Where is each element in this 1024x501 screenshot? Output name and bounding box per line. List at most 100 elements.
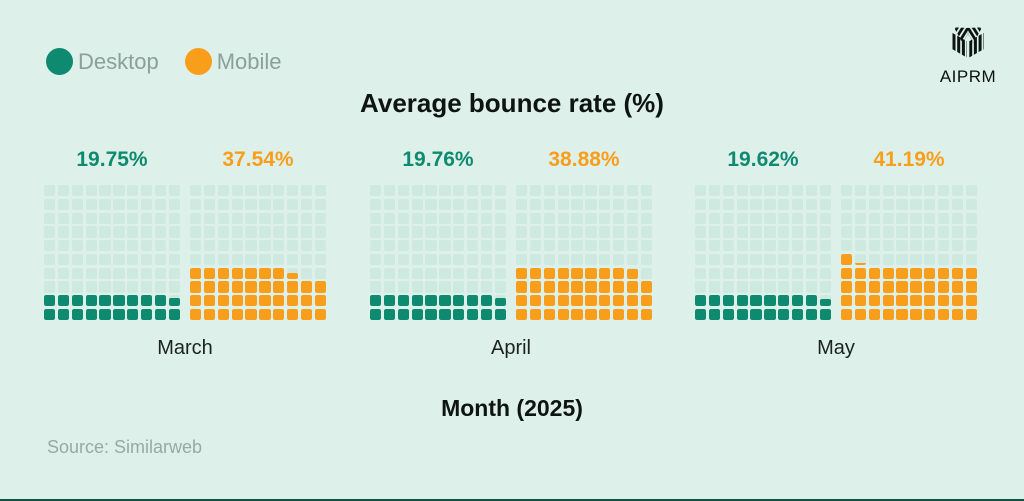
value-label-desktop: 19.75% (76, 148, 148, 171)
waffle-cell-fill (882, 281, 894, 293)
desktop-dot-icon (46, 48, 73, 75)
waffle-cell (85, 240, 97, 252)
waffle-cell (854, 308, 867, 320)
waffle-cell (286, 240, 299, 252)
waffle-cell (778, 253, 790, 265)
waffle-cell (231, 281, 243, 293)
waffle-cell (868, 198, 881, 210)
waffle-cell (910, 226, 922, 238)
waffle-cell (411, 253, 423, 265)
waffle-cell (585, 295, 597, 307)
waffle-cell (736, 198, 748, 210)
waffle-cell (543, 198, 556, 210)
waffle-cell (245, 308, 257, 320)
waffle-cell-fill (612, 267, 625, 279)
waffle-cell-fill (626, 308, 639, 320)
waffle-cell (259, 240, 271, 252)
waffle-cell-fill (203, 267, 216, 279)
waffle-cell (951, 185, 964, 197)
waffle-cell (286, 253, 299, 265)
waffle-cell-fill (585, 267, 597, 279)
waffle-cell-fill (286, 308, 299, 320)
waffle-cell-fill (557, 267, 569, 279)
waffle-cell (140, 253, 153, 265)
waffle-cell (882, 226, 894, 238)
waffle-cell (612, 295, 625, 307)
waffle-cell-fill (57, 308, 70, 320)
waffle-cell (722, 267, 735, 279)
waffle-cell (841, 253, 853, 265)
waffle-cell (127, 295, 139, 307)
waffle-cell (937, 212, 950, 224)
waffle-cell (44, 198, 56, 210)
waffle-cell (140, 267, 153, 279)
waffle-cell (708, 198, 721, 210)
waffle-cell (543, 240, 556, 252)
waffle-cell (599, 185, 611, 197)
waffle-cell (708, 185, 721, 197)
waffle-cell (791, 295, 804, 307)
waffle-cell (397, 267, 410, 279)
waffle-cell (494, 281, 506, 293)
waffle-cell (71, 308, 84, 320)
waffle-cell (85, 226, 97, 238)
waffle-cell (516, 226, 528, 238)
waffle-cell-fill (529, 267, 542, 279)
waffle-cell (453, 253, 465, 265)
waffle-cell (494, 198, 506, 210)
waffle-cell (480, 253, 493, 265)
waffle-cell (557, 240, 569, 252)
waffle-cell-fill (516, 281, 528, 293)
waffle-cell (805, 212, 818, 224)
waffle-cell (924, 253, 936, 265)
waffle-cell (819, 308, 831, 320)
waffle-cell (736, 295, 748, 307)
waffle-cell-fill (791, 308, 804, 320)
waffle-cell (44, 185, 56, 197)
waffle-cell (314, 267, 326, 279)
waffle-cell (397, 308, 410, 320)
waffle-cell (466, 240, 479, 252)
waffle-cell (868, 308, 881, 320)
waffle-cell (805, 198, 818, 210)
waffle-cell (910, 308, 922, 320)
waffle-cell (127, 185, 139, 197)
waffle-cell (924, 308, 936, 320)
waffle-cell-fill (57, 295, 70, 307)
waffle-cell (383, 308, 396, 320)
waffle-cell (896, 295, 908, 307)
waffle-cell (127, 212, 139, 224)
waffle-cell (640, 253, 652, 265)
waffle-cell (708, 212, 721, 224)
waffle-cell (695, 267, 707, 279)
waffle-cell (203, 185, 216, 197)
waffle-cell (937, 240, 950, 252)
waffle-cell (154, 212, 167, 224)
waffle-cell (854, 226, 867, 238)
waffle-cell (910, 198, 922, 210)
waffle-cell-fill (626, 268, 639, 279)
waffle-cell (217, 198, 230, 210)
waffle-cell-fill (273, 281, 285, 293)
waffle-cell (910, 240, 922, 252)
waffle-cell (868, 281, 881, 293)
waffle-cell (585, 308, 597, 320)
waffle-cell (778, 240, 790, 252)
waffle-cell (466, 281, 479, 293)
waffle-cell (259, 253, 271, 265)
waffle-cell (599, 267, 611, 279)
waffle-cell (439, 185, 451, 197)
waffle-cell (85, 281, 97, 293)
waffle-cell-fill (71, 295, 84, 307)
value-label-desktop: 19.62% (727, 148, 799, 171)
waffle-cell (612, 308, 625, 320)
waffle-cell-fill (854, 267, 867, 279)
waffle-cell-fill (529, 308, 542, 320)
waffle-cell (397, 240, 410, 252)
waffle-cell (57, 226, 70, 238)
waffle-cell (217, 308, 230, 320)
waffle-cell (383, 185, 396, 197)
waffle-cell-fill (585, 281, 597, 293)
waffle-cell (708, 281, 721, 293)
waffle-cell-fill (868, 267, 881, 279)
